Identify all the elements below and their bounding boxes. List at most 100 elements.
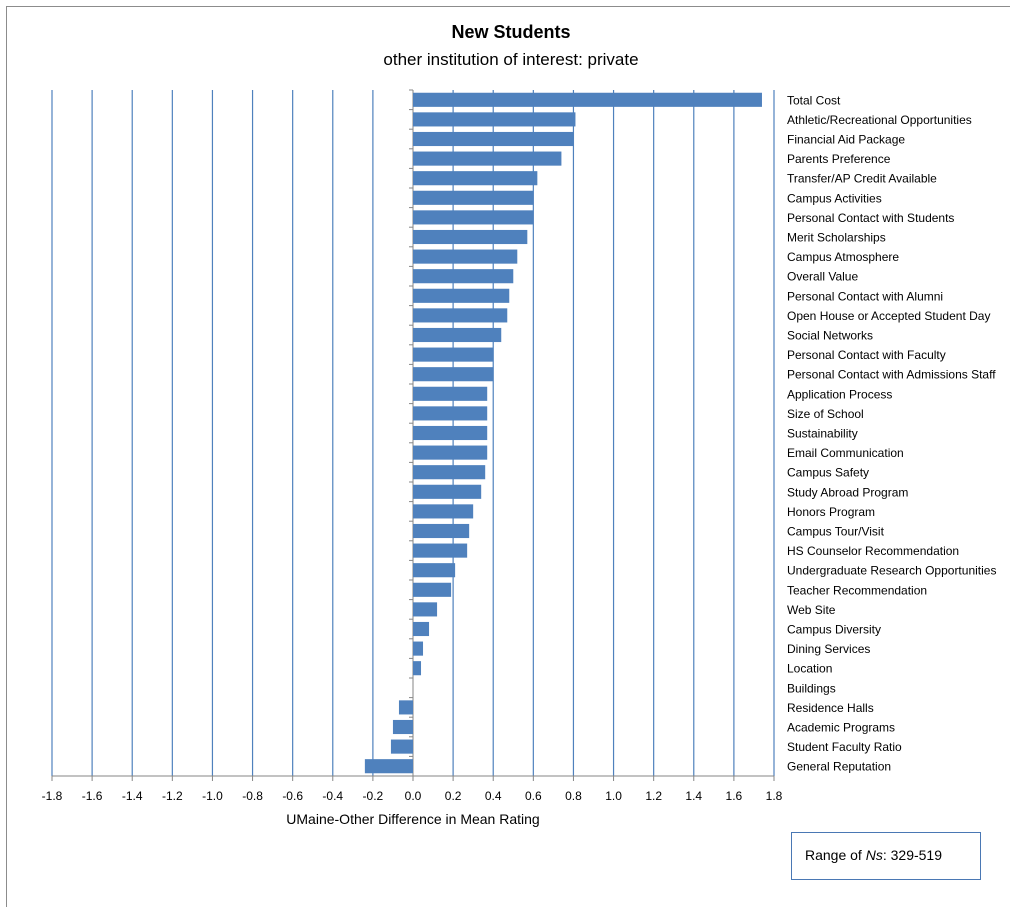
category-label: Application Process <box>787 387 892 401</box>
x-tick-label: -1.2 <box>162 789 183 803</box>
x-tick-label: -0.6 <box>282 789 303 803</box>
category-label: Undergraduate Research Opportunities <box>787 564 996 578</box>
bar <box>413 269 514 284</box>
bar <box>413 661 422 676</box>
bar <box>364 759 413 774</box>
x-tick-label: 0.8 <box>565 789 582 803</box>
category-label: Campus Diversity <box>787 623 881 637</box>
x-tick-label: 1.2 <box>645 789 662 803</box>
bar <box>413 92 762 107</box>
category-label: General Reputation <box>787 760 891 774</box>
category-label: Web Site <box>787 603 836 617</box>
ns-suffix: : 329-519 <box>882 847 943 863</box>
bar <box>413 151 562 166</box>
category-label: Teacher Recommendation <box>787 583 927 597</box>
category-label: Total Cost <box>787 93 841 107</box>
x-tick-label: 0.0 <box>405 789 422 803</box>
category-label: Size of School <box>787 407 864 421</box>
category-label: Athletic/Recreational Opportunities <box>787 113 972 127</box>
bar <box>413 249 518 264</box>
ns-range-box: Range of Ns: 329-519 <box>791 832 981 880</box>
x-tick-label: -1.6 <box>82 789 103 803</box>
bar <box>413 621 430 637</box>
bar <box>390 739 413 754</box>
bar <box>413 582 452 597</box>
bar <box>413 210 534 225</box>
x-axis-label: UMaine-Other Difference in Mean Rating <box>286 811 539 827</box>
category-label: Campus Activities <box>787 191 882 205</box>
bar <box>398 700 413 715</box>
bar <box>413 308 508 323</box>
bar <box>413 229 528 245</box>
category-label: Social Networks <box>787 329 873 343</box>
category-label: Campus Safety <box>787 466 869 480</box>
category-label: Personal Contact with Admissions Staff <box>787 368 996 382</box>
category-label: Personal Contact with Faculty <box>787 348 946 362</box>
x-tick-label: 0.2 <box>445 789 462 803</box>
category-label: Overall Value <box>787 270 858 284</box>
bar <box>413 288 510 303</box>
bar <box>413 171 538 186</box>
bar <box>413 406 488 421</box>
category-label: Academic Programs <box>787 721 895 735</box>
bar <box>413 112 576 127</box>
x-tick-label: 1.0 <box>605 789 622 803</box>
bar <box>413 367 494 382</box>
x-tick-label: 0.6 <box>525 789 542 803</box>
x-tick-label: -1.8 <box>42 789 63 803</box>
category-label: Residence Halls <box>787 701 874 715</box>
x-tick-label: 1.6 <box>726 789 743 803</box>
category-label: Study Abroad Program <box>787 485 908 499</box>
bar <box>413 523 470 539</box>
bar <box>413 327 502 343</box>
chart-frame <box>6 6 1010 907</box>
x-tick-label: -1.4 <box>122 789 143 803</box>
x-tick-label: -0.2 <box>363 789 384 803</box>
category-labels: Total Cost Athletic/Recreational Opportun… <box>787 93 996 773</box>
category-label: Dining Services <box>787 642 870 656</box>
category-label: Sustainability <box>787 427 858 441</box>
bar <box>413 425 488 441</box>
category-label: Student Faculty Ratio <box>787 740 902 754</box>
bar <box>392 719 413 735</box>
bar <box>413 190 534 205</box>
x-tick-labels: -1.8 -1.6 -1.4 -1.2 -1.0 -0.8 -0.6 -0.4 -0.2 0.0 0… <box>42 789 783 803</box>
x-tick-label: 0.4 <box>485 789 502 803</box>
chart-subtitle: other institution of interest: private <box>383 50 639 69</box>
bar <box>413 563 456 578</box>
x-tick-label: -0.8 <box>242 789 263 803</box>
category-label: Open House or Accepted Student Day <box>787 309 990 323</box>
x-tick-label: -1.0 <box>202 789 223 803</box>
category-label: Email Communication <box>787 446 904 460</box>
category-label: Location <box>787 662 832 676</box>
bar <box>413 602 438 617</box>
bar <box>413 347 494 362</box>
category-label: Buildings <box>787 681 836 695</box>
x-tick-label: 1.4 <box>685 789 702 803</box>
category-label: Personal Contact with Students <box>787 211 954 225</box>
bars <box>364 92 762 774</box>
x-tick-label: 1.8 <box>766 789 783 803</box>
category-label: Personal Contact with Alumni <box>787 289 943 303</box>
category-label: Transfer/AP Credit Available <box>787 172 937 186</box>
bar <box>413 504 474 519</box>
category-label: Honors Program <box>787 505 875 519</box>
bar <box>413 465 486 480</box>
chart-title: New Students <box>451 22 571 42</box>
ns-italic: Ns <box>865 847 883 863</box>
bar <box>413 131 574 147</box>
category-label: Parents Preference <box>787 152 891 166</box>
category-label: Campus Tour/Visit <box>787 525 885 539</box>
bar <box>413 445 488 460</box>
bar <box>413 386 488 401</box>
bar <box>413 641 424 656</box>
bar <box>413 484 482 499</box>
category-label: Financial Aid Package <box>787 133 905 147</box>
bar <box>413 543 468 558</box>
category-label: Campus Atmosphere <box>787 250 899 264</box>
ns-prefix: Range of <box>805 847 866 863</box>
category-label: Merit Scholarships <box>787 231 886 245</box>
category-label: HS Counselor Recommendation <box>787 544 959 558</box>
x-tick-label: -0.4 <box>322 789 343 803</box>
